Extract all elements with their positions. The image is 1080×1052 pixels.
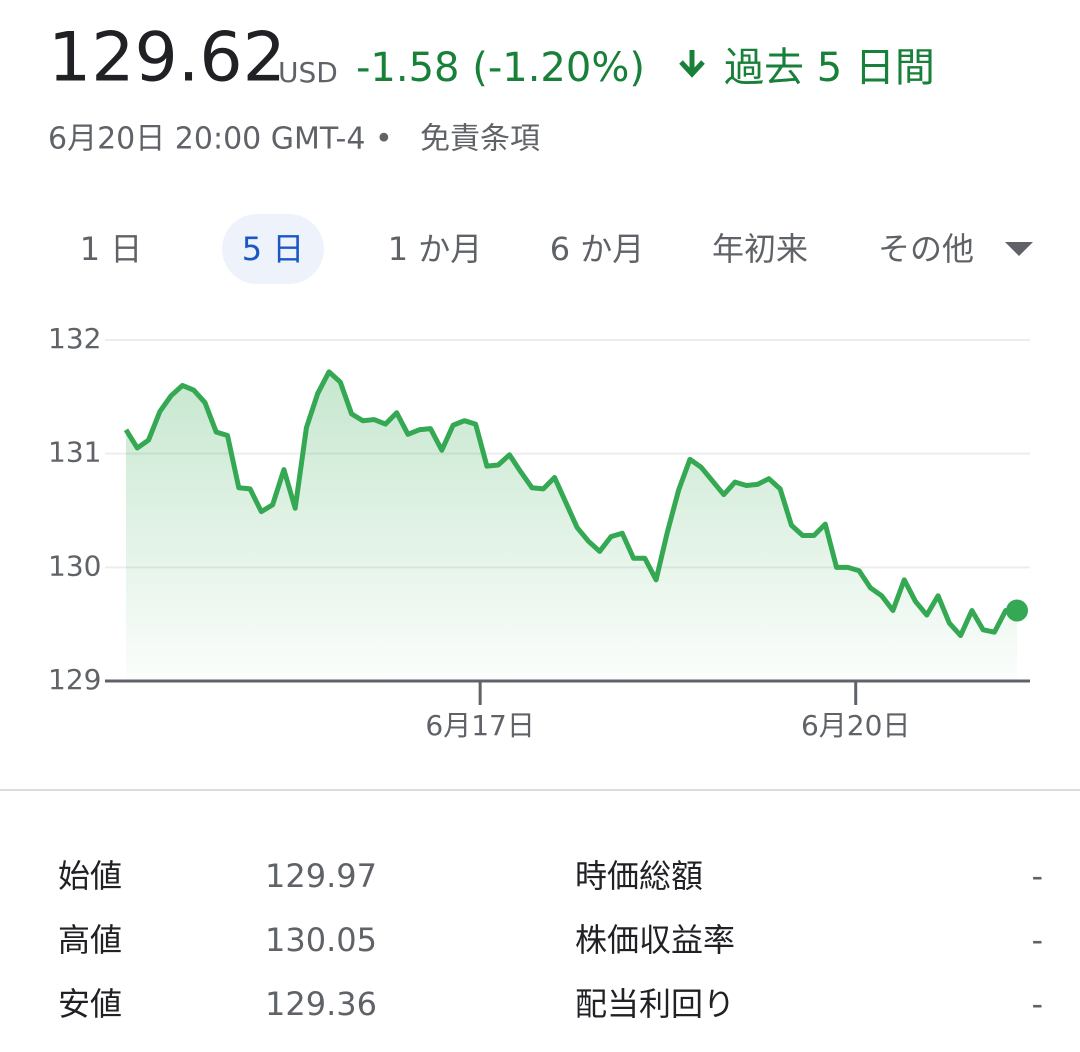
tab[interactable]: 5 日 (242, 230, 305, 268)
stat-name: 株価収益率 (575, 921, 735, 959)
stat-name: 高値 (58, 921, 122, 959)
chart: 129 130 131 132 6月17日 6月20日 (48, 322, 1030, 742)
stat-value: - (1031, 921, 1043, 959)
tab[interactable]: その他 (878, 230, 974, 268)
stat-value: - (1031, 857, 1043, 895)
stat-name: 安値 (58, 985, 122, 1023)
down-arrow (679, 50, 705, 78)
price: 129.62 (48, 19, 286, 98)
x-tick-label: 6月20日 (801, 709, 910, 742)
stat-value: 129.36 (265, 985, 377, 1023)
tab[interactable]: 年初来 (712, 230, 808, 268)
stats-table: 始値 129.97 時価総額 - 高値 130.05 株価収益率 - 安値 129.36 配当利回り… (58, 857, 1043, 1023)
price-change: -1.58 (-1.20%) (356, 45, 645, 91)
stat-name: 時価総額 (575, 857, 703, 895)
stat-name: 配当利回り (575, 985, 735, 1023)
period: 過去 5 日間 (724, 45, 935, 91)
currency: USD (278, 56, 338, 89)
tab[interactable]: 1 か月 (388, 230, 483, 268)
stat-value: - (1031, 985, 1043, 1023)
x-tick-label: 6月17日 (425, 709, 534, 742)
tab[interactable]: 1 日 (80, 230, 143, 268)
y-tick-label: 132 (48, 322, 101, 355)
stat-value: 129.97 (265, 857, 377, 895)
tab[interactable]: 6 か月 (550, 230, 645, 268)
y-tick-label: 131 (48, 436, 101, 469)
last-point (1006, 599, 1028, 622)
y-tick-label: 130 (48, 549, 101, 582)
tab-selected-bg (222, 214, 324, 284)
dropdown-icon[interactable] (1005, 242, 1033, 256)
stat-value: 130.05 (265, 921, 377, 959)
y-tick-label: 129 (48, 663, 101, 696)
disclaimer-link[interactable]: 免責条項 (420, 122, 540, 157)
price-line (123, 369, 1017, 639)
area (126, 371, 1017, 681)
timestamp: 6月20日 20:00 GMT-4 • (48, 122, 393, 157)
stat-name: 始値 (58, 857, 122, 895)
